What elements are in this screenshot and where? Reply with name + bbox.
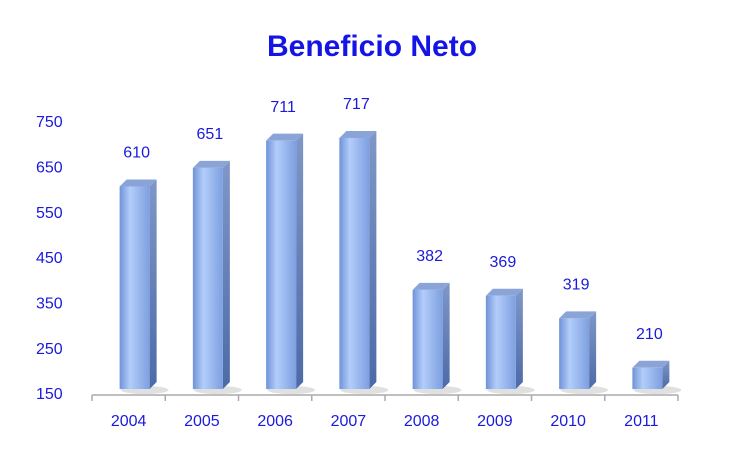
bar-front xyxy=(632,367,663,389)
bar-front xyxy=(412,289,443,389)
bar xyxy=(485,288,535,394)
bar-top xyxy=(412,282,450,290)
data-label: 210 xyxy=(636,326,663,343)
bar xyxy=(192,160,242,394)
bar-top xyxy=(119,179,157,187)
bar xyxy=(412,282,462,394)
y-tick-label: 250 xyxy=(36,341,63,358)
x-tick-label: 2008 xyxy=(404,413,440,430)
data-label: 717 xyxy=(343,96,370,113)
bar-front xyxy=(559,318,590,389)
bar-side xyxy=(515,288,523,389)
bar-side xyxy=(442,282,450,389)
bar-top xyxy=(559,311,597,319)
y-tick-label: 450 xyxy=(36,250,63,267)
x-tick-label: 2011 xyxy=(624,413,659,430)
bar-front xyxy=(339,137,370,389)
bar-side xyxy=(222,160,230,389)
data-label: 382 xyxy=(416,248,443,265)
bar-top xyxy=(632,360,670,368)
bar-top xyxy=(266,133,304,141)
bar xyxy=(632,360,682,394)
bar xyxy=(559,311,609,394)
data-label: 369 xyxy=(490,254,517,271)
bar-side xyxy=(662,360,670,389)
x-tick-label: 2007 xyxy=(331,413,367,430)
bar-front xyxy=(192,167,223,389)
bar-side xyxy=(149,179,157,389)
bar-side xyxy=(296,133,304,389)
x-tick-label: 2010 xyxy=(550,413,586,430)
chart-title: Beneficio Neto xyxy=(267,30,477,63)
bar-top xyxy=(485,288,523,296)
bar-front xyxy=(266,140,297,389)
bar xyxy=(119,179,169,394)
x-tick-label: 2004 xyxy=(111,413,147,430)
bar-top xyxy=(192,160,230,168)
y-tick-label: 550 xyxy=(36,205,63,222)
bar xyxy=(266,133,316,394)
bar-side xyxy=(369,130,377,389)
data-label: 610 xyxy=(123,145,150,162)
bar-top xyxy=(339,130,377,138)
y-tick-label: 650 xyxy=(36,160,63,177)
x-tick-label: 2006 xyxy=(257,413,293,430)
y-tick-label: 150 xyxy=(36,386,63,403)
data-label: 319 xyxy=(563,277,590,294)
bar-front xyxy=(119,186,150,389)
bar xyxy=(339,130,389,394)
data-label: 651 xyxy=(197,126,224,143)
y-tick-label: 750 xyxy=(36,114,63,131)
data-label: 711 xyxy=(270,99,296,116)
x-tick-label: 2009 xyxy=(477,413,513,430)
bar-front xyxy=(485,295,516,389)
x-tick-label: 2005 xyxy=(184,413,220,430)
bar-side xyxy=(589,311,597,389)
y-tick-label: 350 xyxy=(36,296,63,313)
